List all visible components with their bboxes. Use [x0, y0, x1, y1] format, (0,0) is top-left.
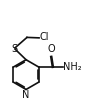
Text: NH₂: NH₂ [63, 62, 82, 72]
Text: Cl: Cl [40, 32, 49, 42]
Text: O: O [48, 44, 56, 54]
Text: N: N [22, 90, 30, 100]
Text: S: S [11, 44, 17, 54]
